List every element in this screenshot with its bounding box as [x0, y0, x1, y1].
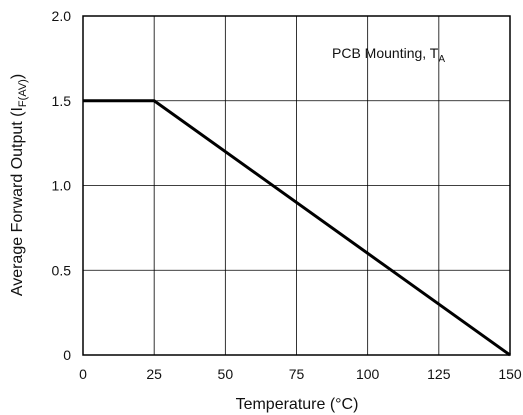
series-line	[83, 99, 511, 357]
annotation-main: PCB Mounting, T	[332, 45, 439, 61]
y-tick-label: 1.0	[52, 178, 72, 194]
y-axis-label: Average Forward Output (IF(AV))	[9, 74, 29, 296]
x-tick-label: 50	[218, 366, 234, 382]
plot-frame	[82, 15, 511, 356]
y-axis-label-main: Average Forward Output (I	[9, 107, 26, 296]
y-tick-label: 0	[63, 347, 71, 363]
x-tick-label: 150	[498, 366, 522, 382]
x-tick-label: 75	[289, 366, 305, 382]
x-tick-labels: 0 25 50 75 100 125 150	[79, 366, 522, 382]
x-tick-label: 100	[356, 366, 380, 382]
x-tick-label: 25	[146, 366, 162, 382]
series-layer	[83, 99, 511, 357]
x-axis-label: Temperature (°C)	[236, 396, 359, 413]
y-tick-label: 1.5	[52, 93, 72, 109]
x-tick-label: 125	[427, 366, 451, 382]
y-axis-label-close: )	[9, 74, 26, 79]
y-tick-labels: 0 0.5 1.0 1.5 2.0	[52, 8, 72, 363]
annotation-subscript: A	[438, 54, 445, 65]
y-tick-label: 0.5	[52, 262, 72, 278]
x-tick-label: 0	[79, 366, 87, 382]
y-axis-label-subscript: F(AV)	[17, 79, 29, 107]
grid-lines	[82, 15, 511, 356]
annotation-text: PCB Mounting, TA	[332, 45, 445, 65]
y-tick-label: 2.0	[52, 8, 72, 24]
